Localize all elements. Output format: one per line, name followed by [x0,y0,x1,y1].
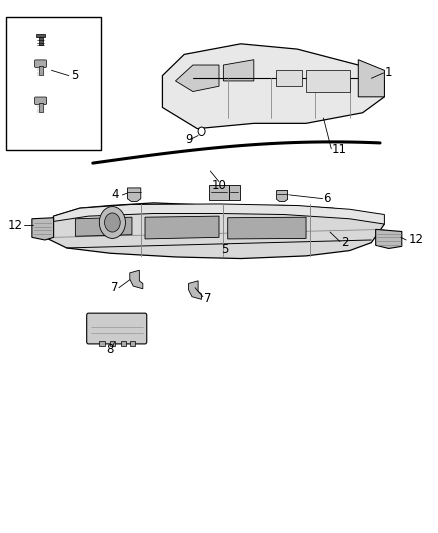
Polygon shape [32,217,53,240]
Polygon shape [376,229,402,248]
Polygon shape [162,44,385,128]
Text: 5: 5 [71,69,78,82]
Bar [209,185,229,200]
Text: 12: 12 [408,233,423,246]
Polygon shape [277,190,288,201]
Text: 7: 7 [110,281,118,294]
Polygon shape [306,70,350,92]
Polygon shape [53,204,385,224]
FancyBboxPatch shape [35,97,46,104]
FancyBboxPatch shape [87,313,147,344]
Text: 2: 2 [341,236,348,249]
Polygon shape [45,203,385,259]
Bar [6,17,102,150]
Bar [39,66,42,75]
Polygon shape [127,188,141,201]
Bar [39,37,42,45]
Polygon shape [188,281,201,300]
Bar [36,34,45,37]
Text: 9: 9 [185,133,193,146]
Circle shape [99,207,125,238]
Circle shape [105,213,120,232]
Polygon shape [223,60,254,81]
Text: 12: 12 [8,219,23,232]
Bar [121,341,126,346]
Bar [130,341,135,346]
Bar [99,341,105,346]
Bar [229,185,240,200]
Text: 1: 1 [385,67,392,79]
Text: 10: 10 [212,180,226,192]
Bar [110,341,116,346]
Polygon shape [145,216,219,239]
Polygon shape [358,60,385,97]
Circle shape [198,127,205,135]
Bar [39,103,42,112]
Text: 5: 5 [221,243,229,255]
Polygon shape [228,217,306,239]
Text: 4: 4 [111,189,119,201]
Polygon shape [75,217,132,236]
Polygon shape [130,270,143,289]
Polygon shape [176,65,219,92]
Text: 6: 6 [323,192,331,205]
Text: 11: 11 [332,143,347,156]
Polygon shape [276,70,302,86]
FancyBboxPatch shape [35,60,46,67]
Text: 8: 8 [106,343,114,356]
Text: 7: 7 [204,292,211,305]
